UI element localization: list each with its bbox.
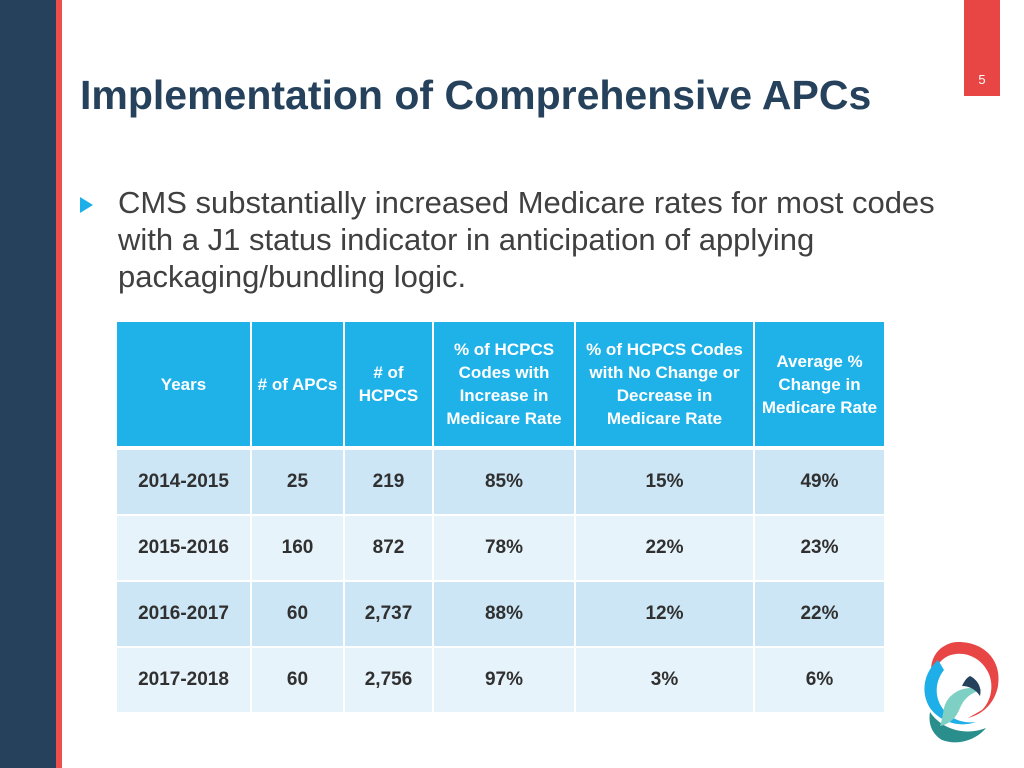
table-row: 2015-2016 160 872 78% 22% 23% xyxy=(117,515,884,582)
logo-swirl-blue xyxy=(924,660,976,725)
cell-pct-increase: 78% xyxy=(433,515,576,582)
bullet-text: CMS substantially increased Medicare rat… xyxy=(118,185,935,294)
page-number: 5 xyxy=(978,72,986,87)
cell-num-hcpcs: 872 xyxy=(344,515,434,582)
cell-years: 2014-2015 xyxy=(117,448,252,516)
cell-pct-increase: 88% xyxy=(433,581,576,648)
logo-swirl-red xyxy=(931,642,999,718)
header-num-hcpcs: # of HCPCS xyxy=(344,322,434,450)
table-row: 2016-2017 60 2,737 88% 12% 22% xyxy=(117,581,884,648)
cell-num-hcpcs: 219 xyxy=(344,448,434,516)
cell-pct-no-change: 12% xyxy=(575,581,755,648)
slide-title: Implementation of Comprehensive APCs xyxy=(80,72,872,118)
left-accent-stripe xyxy=(56,0,62,768)
cell-avg-change: 49% xyxy=(754,448,884,516)
brand-swirl-logo xyxy=(924,642,999,743)
apc-data-table: Years # of APCs # of HCPCS % of HCPCS Co… xyxy=(117,322,884,714)
cell-pct-no-change: 3% xyxy=(575,647,755,714)
cell-avg-change: 6% xyxy=(754,647,884,714)
header-pct-no-change-decrease: % of HCPCS Codes with No Change or Decre… xyxy=(575,322,755,450)
cell-num-apcs: 160 xyxy=(251,515,345,582)
cell-avg-change: 22% xyxy=(754,581,884,648)
left-sidebar-band xyxy=(0,0,56,768)
logo-swirl-mint xyxy=(940,688,982,726)
header-avg-change: Average % Change in Medicare Rate xyxy=(754,322,884,450)
cell-pct-no-change: 15% xyxy=(575,448,755,516)
header-years: Years xyxy=(117,322,252,450)
cell-pct-increase: 97% xyxy=(433,647,576,714)
cell-num-hcpcs: 2,756 xyxy=(344,647,434,714)
cell-years: 2015-2016 xyxy=(117,515,252,582)
cell-pct-increase: 85% xyxy=(433,448,576,516)
cell-num-apcs: 25 xyxy=(251,448,345,516)
cell-avg-change: 23% xyxy=(754,515,884,582)
page-number-tab xyxy=(964,0,1000,96)
logo-swirl-teal xyxy=(929,712,986,743)
cell-years: 2017-2018 xyxy=(117,647,252,714)
logo-swirl-navy xyxy=(962,676,981,696)
header-pct-increase: % of HCPCS Codes with Increase in Medica… xyxy=(433,322,576,450)
cell-num-apcs: 60 xyxy=(251,647,345,714)
cell-num-apcs: 60 xyxy=(251,581,345,648)
cell-years: 2016-2017 xyxy=(117,581,252,648)
triangle-right-icon xyxy=(80,197,93,213)
table-row: 2014-2015 25 219 85% 15% 49% xyxy=(117,448,884,516)
table-row: 2017-2018 60 2,756 97% 3% 6% xyxy=(117,647,884,714)
header-num-apcs: # of APCs xyxy=(251,322,345,450)
cell-pct-no-change: 22% xyxy=(575,515,755,582)
table-header-row: Years # of APCs # of HCPCS % of HCPCS Co… xyxy=(117,322,884,450)
cell-num-hcpcs: 2,737 xyxy=(344,581,434,648)
